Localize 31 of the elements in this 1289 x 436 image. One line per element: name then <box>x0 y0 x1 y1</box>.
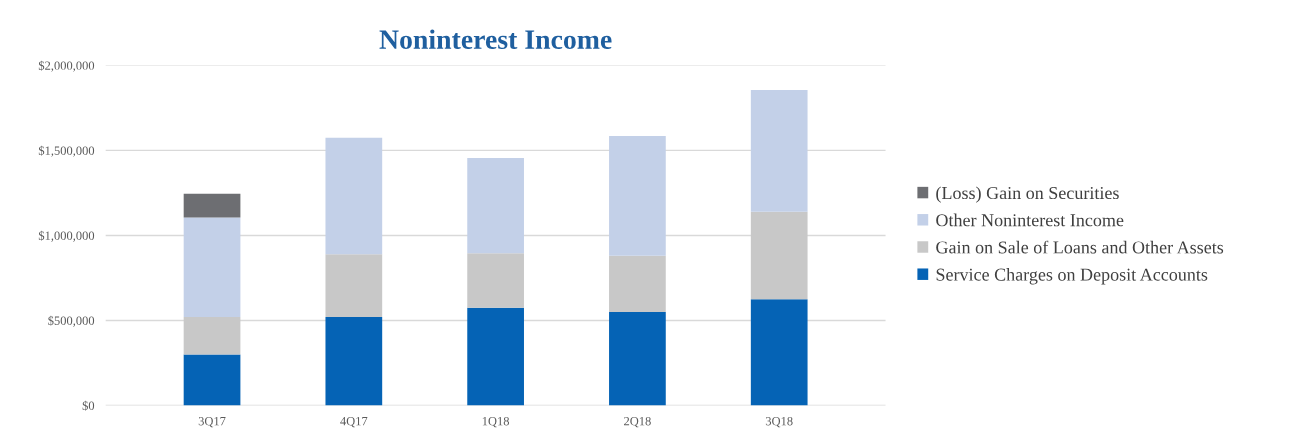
y-tick-label: $1,000,000 <box>38 230 95 242</box>
legend-label: Gain on Sale of Loans and Other Assets <box>936 240 1224 254</box>
bar <box>750 211 808 300</box>
x-tick-label: 2Q18 <box>624 416 651 428</box>
bar <box>467 253 524 308</box>
x-tick-label: 4Q17 <box>340 416 368 428</box>
bar <box>183 217 241 318</box>
bar <box>467 158 524 254</box>
x-tick-label: 3Q18 <box>765 416 793 428</box>
legend-label: Service Charges on Deposit Accounts <box>936 268 1208 285</box>
y-tick-label: $2,000,000 <box>38 60 95 72</box>
bar <box>183 317 241 355</box>
bar <box>609 135 666 256</box>
x-tick-label: 1Q18 <box>482 416 510 428</box>
bar <box>750 299 808 406</box>
bar <box>325 317 383 406</box>
y-tick-label: $1,500,000 <box>38 145 95 157</box>
y-tick-label: $500,000 <box>48 315 95 327</box>
bar <box>609 255 666 312</box>
bar <box>609 311 666 406</box>
bar <box>183 193 241 218</box>
bar <box>325 137 383 255</box>
bar <box>325 254 383 318</box>
x-tick-label: 3Q17 <box>198 416 226 428</box>
legend-label: Other Noninterest Income <box>936 213 1124 227</box>
legend-label: (Loss) Gain on Securities <box>936 186 1119 203</box>
chart-title: Noninterest Income <box>379 29 612 50</box>
y-tick-label: $0 <box>82 400 95 411</box>
bar <box>750 90 808 212</box>
bar <box>183 354 241 406</box>
bar <box>467 307 524 406</box>
